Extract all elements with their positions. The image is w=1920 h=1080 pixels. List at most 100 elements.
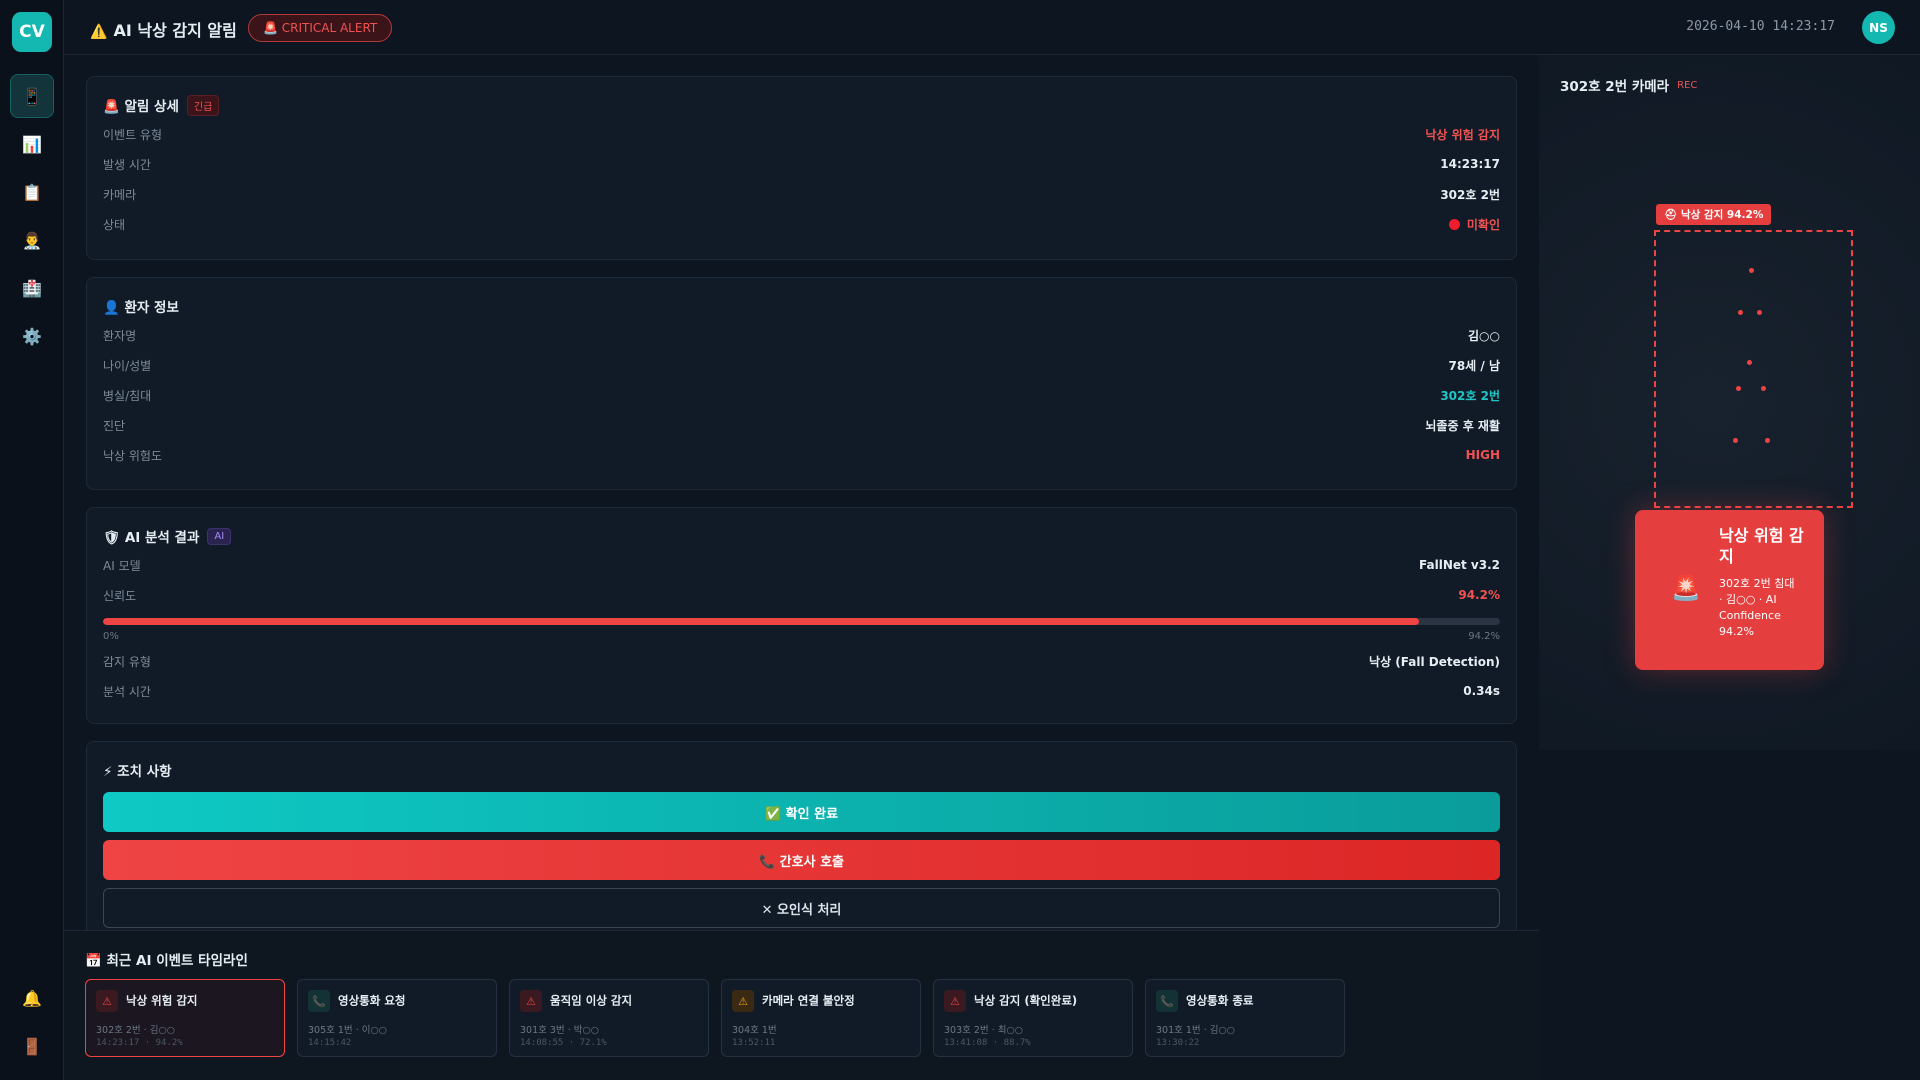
item-icon: ⚠ bbox=[96, 990, 118, 1012]
nav-icon[interactable]: 📊 bbox=[22, 134, 42, 154]
card-title: 🚨 알림 상세 긴급 bbox=[103, 91, 1500, 119]
row-label: 병실/침대 bbox=[103, 388, 152, 403]
keypoint bbox=[1749, 268, 1754, 273]
item-sub: 301호 1번 · 김○○ bbox=[1156, 1025, 1236, 1036]
item-sub: 302호 2번 · 김○○ bbox=[96, 1025, 176, 1036]
camera-title: 302호 2번 카메라 bbox=[1560, 79, 1670, 95]
row-label: 낙상 위험도 bbox=[103, 448, 163, 463]
row-label: 상태 bbox=[103, 217, 126, 232]
item-icon: 📞 bbox=[1156, 990, 1178, 1012]
page-title: ⚠️ AI 낙상 감지 알림 bbox=[90, 17, 237, 41]
nav-icon[interactable]: ⚙️ bbox=[22, 326, 42, 346]
nav-icon[interactable]: 📋 bbox=[22, 182, 42, 202]
nav-icon[interactable]: 🏥 bbox=[22, 278, 42, 298]
camera-header: 302호 2번 카메라 REC bbox=[1560, 75, 1697, 95]
keypoint bbox=[1747, 360, 1752, 365]
info-row: 나이/성별 78세 / 남 bbox=[103, 350, 1500, 380]
row-value: 302호 2번 bbox=[1440, 187, 1500, 202]
confidence-bar bbox=[103, 618, 1419, 625]
row-value: 김○○ bbox=[1468, 328, 1500, 343]
info-row: 낙상 위험도 HIGH bbox=[103, 440, 1500, 470]
critical-badge: 🚨 CRITICAL ALERT bbox=[248, 14, 393, 42]
logo[interactable]: CV bbox=[12, 12, 52, 52]
row-value: 302호 2번 bbox=[1440, 388, 1500, 403]
card-title-text: 🚨 알림 상세 bbox=[103, 99, 179, 115]
info-row: 이벤트 유형 낙상 위험 감지 bbox=[103, 119, 1500, 149]
row-value: 뇌졸중 후 재활 bbox=[1425, 418, 1500, 433]
info-row: 카메라 302호 2번 bbox=[103, 179, 1500, 209]
row-label: AI 모델 bbox=[103, 558, 141, 573]
item-title: 낙상 감지 (확인완료) bbox=[974, 993, 1078, 1008]
action-button[interactable]: ✕ 오인식 처리 bbox=[103, 888, 1500, 928]
row-value: 78세 / 남 bbox=[1448, 358, 1500, 373]
info-row: 분석 시간 0.34s bbox=[103, 676, 1500, 706]
row-label: 나이/성별 bbox=[103, 358, 152, 373]
row-label: 진단 bbox=[103, 418, 126, 433]
row-label: 카메라 bbox=[103, 187, 137, 202]
item-meta: 13:30:22 bbox=[1156, 1038, 1200, 1048]
info-row: 진단 뇌졸중 후 재활 bbox=[103, 410, 1500, 440]
alert-card-overlay: 🚨 낙상 위험 감지 302호 2번 침대 · 김○○ · AI Confidenc… bbox=[1635, 510, 1824, 670]
info-row: 신뢰도 94.2% bbox=[103, 580, 1500, 610]
timeline-item[interactable]: ⚠ 카메라 연결 불안정 304호 1번 13:52:11 bbox=[721, 979, 921, 1057]
row-label: 환자명 bbox=[103, 328, 137, 343]
item-head: 📞 영상통화 요청 bbox=[308, 990, 486, 1014]
avatar[interactable]: NS bbox=[1862, 11, 1895, 44]
row-label: 이벤트 유형 bbox=[103, 127, 163, 142]
camera-panel: 302호 2번 카메라 REC ⛑ 낙상 감지 94.2% 🚨 낙상 위험 감지 302호… bbox=[1539, 55, 1920, 750]
action-button[interactable]: 📞 간호사 호출 bbox=[103, 840, 1500, 880]
row-label: 발생 시간 bbox=[103, 157, 151, 172]
keypoint bbox=[1733, 438, 1738, 443]
row-value: 0.34s bbox=[1463, 684, 1500, 698]
alert-title: 낙상 위험 감지 bbox=[1719, 526, 1804, 566]
info-row: 환자명 김○○ bbox=[103, 320, 1500, 350]
item-head: ⚠ 카메라 연결 불안정 bbox=[732, 990, 910, 1014]
card-tag: AI bbox=[207, 527, 232, 545]
timeline: 📅 최근 AI 이벤트 타임라인 ⚠ 낙상 위험 감지 302호 2번 · 김○○ 14… bbox=[64, 930, 1539, 1080]
item-sub: 301호 3번 · 박○○ bbox=[520, 1025, 600, 1036]
card-title: 👤 환자 정보 bbox=[103, 292, 1500, 320]
timeline-item[interactable]: ⚠ 낙상 감지 (확인완료) 303호 2번 · 최○○ 13:41:08 · 88.… bbox=[933, 979, 1133, 1057]
row-value: FallNet v3.2 bbox=[1419, 558, 1500, 572]
status-dot bbox=[1448, 218, 1460, 230]
bar-min: 0% bbox=[103, 631, 119, 642]
card-title: ⚡ 조치 사항 bbox=[103, 756, 1500, 784]
item-head: 📞 영상통화 종료 bbox=[1156, 990, 1334, 1014]
item-sub: 303호 2번 · 최○○ bbox=[944, 1025, 1024, 1036]
bar-labels: 0% 94.2% bbox=[103, 631, 1500, 642]
keypoint bbox=[1761, 386, 1766, 391]
info-row: AI 모델 FallNet v3.2 bbox=[103, 550, 1500, 580]
item-head: ⚠ 움직임 이상 감지 bbox=[520, 990, 698, 1014]
keypoint bbox=[1765, 438, 1770, 443]
item-title: 영상통화 요청 bbox=[338, 993, 406, 1008]
card-title-text: 👤 환자 정보 bbox=[103, 300, 179, 316]
datetime: 2026-04-10 14:23:17 bbox=[1686, 19, 1835, 34]
card-title-text: 🛡 AI 분석 결과 bbox=[103, 530, 200, 546]
row-value: 미확인 bbox=[1448, 216, 1500, 233]
detection-box bbox=[1654, 230, 1853, 508]
action-button[interactable]: ✅ 확인 완료 bbox=[103, 792, 1500, 832]
nav-icon[interactable]: 📱 bbox=[10, 74, 54, 118]
timeline-item[interactable]: ⚠ 움직임 이상 감지 301호 3번 · 박○○ 14:08:55 · 72.1% bbox=[509, 979, 709, 1057]
item-icon: ⚠ bbox=[944, 990, 966, 1012]
item-meta: 14:08:55 · 72.1% bbox=[520, 1038, 607, 1048]
row-value: 낙상 위험 감지 bbox=[1425, 127, 1500, 142]
ai-card: 🛡 AI 분석 결과 AI AI 모델 FallNet v3.2 신뢰도 94.2% 0% 9… bbox=[86, 507, 1517, 724]
keypoint bbox=[1757, 310, 1762, 315]
item-meta: 14:23:17 · 94.2% bbox=[96, 1038, 183, 1048]
nav-icon[interactable]: 🚪 bbox=[22, 1036, 42, 1056]
item-head: ⚠ 낙상 감지 (확인완료) bbox=[944, 990, 1122, 1014]
keypoint bbox=[1736, 386, 1741, 391]
keypoint bbox=[1738, 310, 1743, 315]
sidebar: CV 📱 📊 📋 👨‍⚕️ 🏥 ⚙️ 🔔 🚪 bbox=[0, 0, 64, 1080]
confidence-value: 94.2% bbox=[1458, 588, 1500, 602]
timeline-item[interactable]: 📞 영상통화 종료 301호 1번 · 김○○ 13:30:22 bbox=[1145, 979, 1345, 1057]
card-tag: 긴급 bbox=[186, 94, 220, 116]
nav-icon[interactable]: 🔔 bbox=[22, 988, 42, 1008]
timeline-title: 📅 최근 AI 이벤트 타임라인 bbox=[85, 953, 248, 969]
timeline-item[interactable]: 📞 영상통화 요청 305호 1번 · 이○○ 14:15:42 bbox=[297, 979, 497, 1057]
card-title: 🛡 AI 분석 결과 AI bbox=[103, 522, 1500, 550]
nav-icon[interactable]: 👨‍⚕️ bbox=[22, 230, 42, 250]
timeline-item[interactable]: ⚠ 낙상 위험 감지 302호 2번 · 김○○ 14:23:17 · 94.2% bbox=[85, 979, 285, 1057]
